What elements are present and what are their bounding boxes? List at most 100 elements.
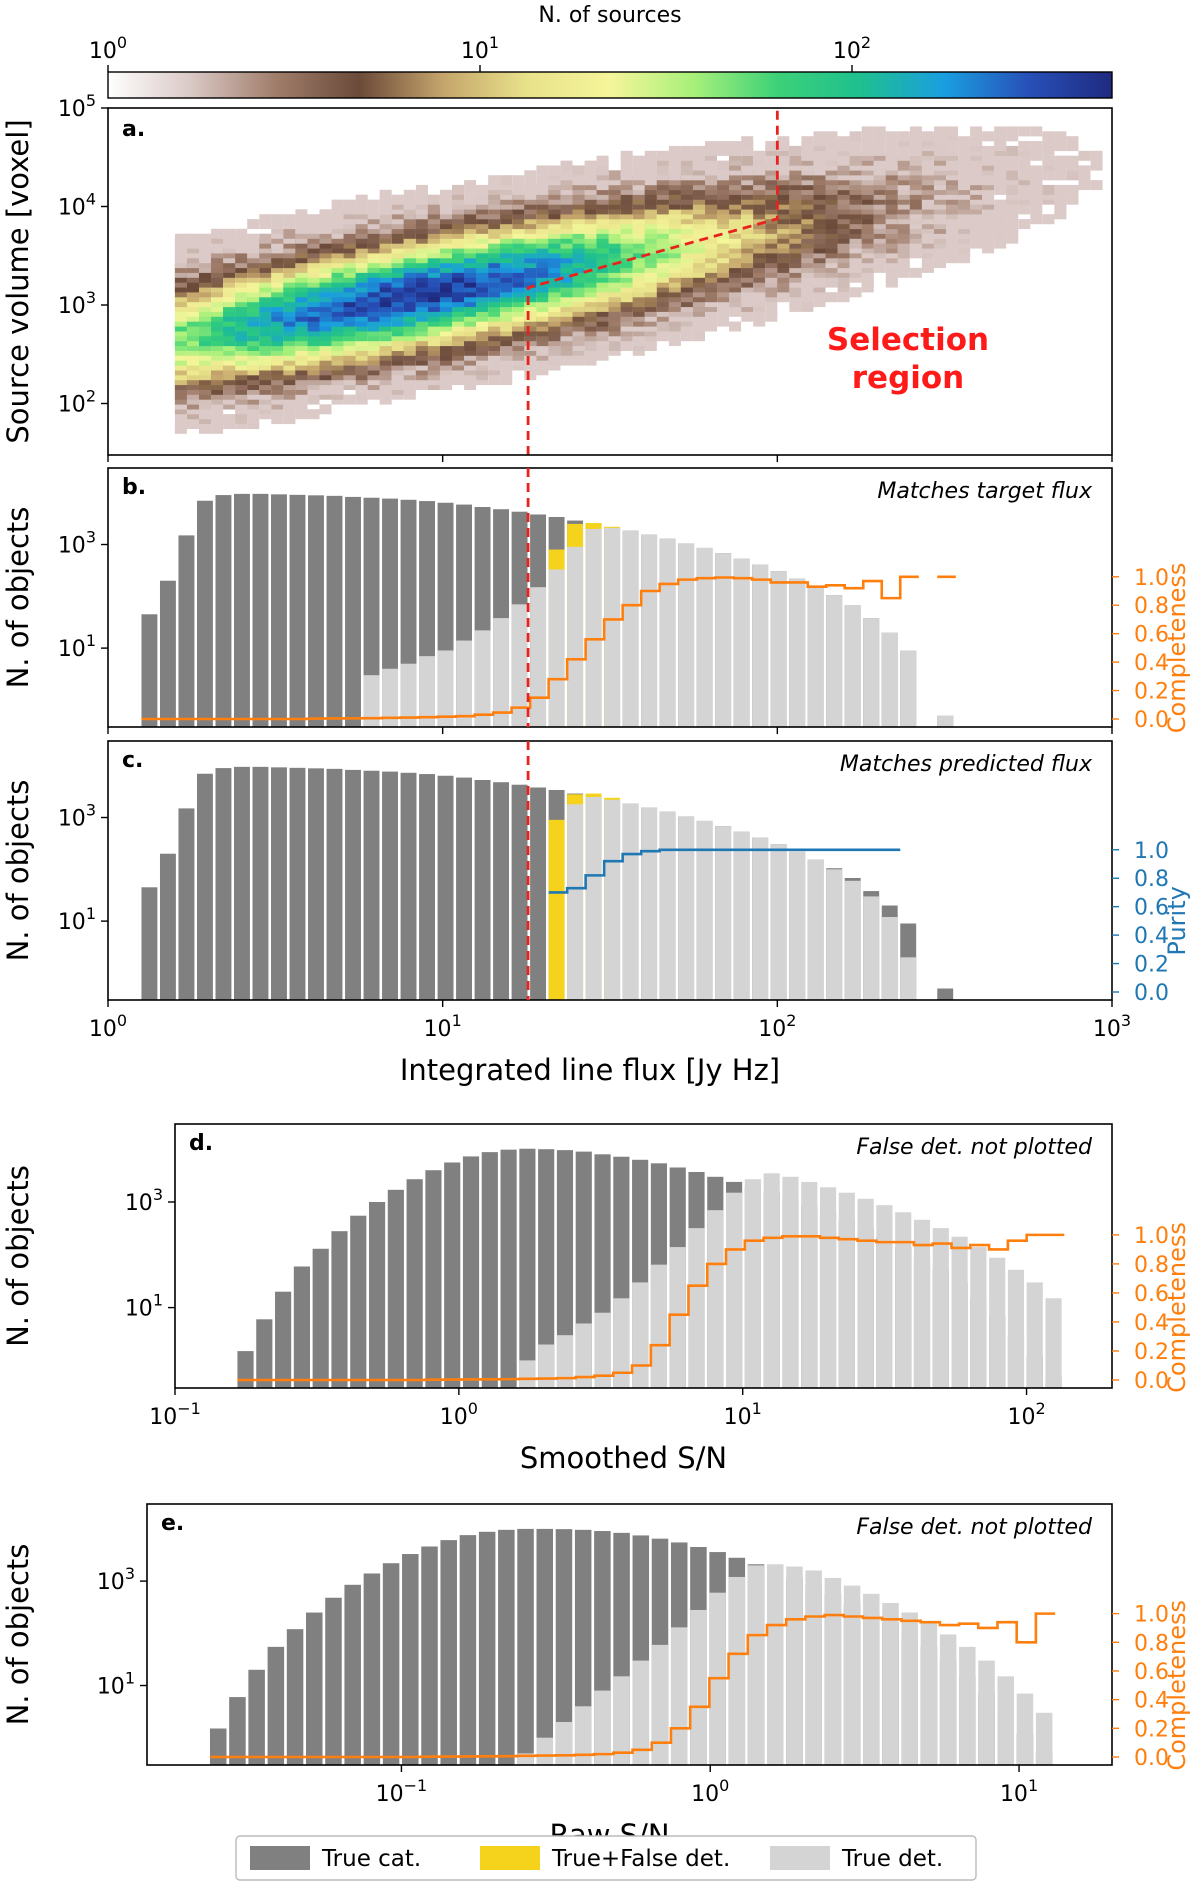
y-tick-label: 101	[58, 631, 96, 662]
bar-true-det	[807, 859, 824, 1000]
heatmap-cell	[1018, 189, 1031, 200]
heatmap-cell	[982, 145, 995, 156]
heatmap-cell	[825, 277, 838, 288]
bar-true-det	[881, 632, 898, 727]
heatmap-cell	[729, 141, 742, 152]
panel-label: a.	[122, 117, 145, 142]
bar-true-cat	[159, 853, 176, 1000]
heatmap-cell	[307, 214, 320, 225]
bar-true-det	[826, 595, 843, 727]
heatmap-cell	[343, 199, 356, 210]
heatmap-cell	[1030, 126, 1043, 137]
bar-true-det	[733, 831, 750, 1000]
bar-true-det	[574, 1706, 592, 1765]
heatmap-cell	[1054, 184, 1067, 195]
bar-true-cat	[326, 768, 343, 1000]
bar-true-det	[613, 1298, 630, 1388]
heatmap-cell	[777, 155, 790, 166]
heatmap-cell	[873, 126, 886, 137]
bar-true-cat	[493, 782, 510, 1000]
heatmap-cell	[295, 209, 308, 220]
heatmap-cell	[319, 404, 332, 415]
heatmap-cell	[1018, 219, 1031, 230]
bar-true-cat	[382, 1563, 400, 1765]
bar-true-det	[400, 663, 417, 727]
right-tick-label: 1.0	[1134, 1224, 1169, 1249]
heatmap-cell	[211, 228, 224, 239]
bar-true-det	[555, 1721, 573, 1765]
bar-true-det	[807, 586, 824, 727]
bar-true-det	[824, 1577, 842, 1765]
heatmap-cell	[379, 204, 392, 215]
bar-true-det	[511, 604, 528, 727]
heatmap-cell	[994, 126, 1007, 137]
bar-true-det	[363, 675, 380, 727]
completeness-curve	[209, 1612, 1056, 1759]
heatmap-cell	[1078, 165, 1091, 176]
bar-true-det	[622, 530, 639, 727]
heatmap-cell	[307, 409, 320, 420]
colorbar: 100 101 102 N. of sources	[89, 3, 1113, 99]
heatmap-cell	[680, 165, 693, 176]
heatmap-cell	[1054, 170, 1067, 181]
bar-true-det	[585, 528, 602, 727]
heatmap-cell	[199, 233, 211, 244]
bar-true-cat	[440, 1540, 457, 1765]
bar-true-cat	[178, 808, 195, 1000]
heatmap-cell	[1066, 136, 1079, 147]
bar-true-cat	[308, 495, 324, 727]
heatmap-cell	[1054, 141, 1067, 152]
heatmap-cell	[801, 136, 814, 147]
bar-true-det	[932, 1228, 949, 1388]
completeness-curve	[141, 575, 956, 721]
heatmap-cell	[765, 141, 778, 152]
bar-true-det	[1016, 1693, 1034, 1765]
heatmap-cell	[765, 155, 778, 166]
heatmap-cell	[668, 336, 681, 347]
heatmap-cell	[584, 350, 597, 361]
bar-true-det	[1007, 1269, 1025, 1388]
bar-true-det	[863, 618, 880, 727]
heatmap-cell	[415, 184, 428, 195]
heatmap-cell	[235, 228, 248, 239]
x-tick-label: 10−1	[376, 1776, 428, 1807]
bars	[209, 1528, 1053, 1765]
heatmap-cell	[946, 141, 958, 152]
bar-true-det	[632, 1660, 650, 1765]
heatmap-cell	[1030, 165, 1043, 176]
bar-true-det	[670, 1627, 688, 1765]
heatmap-cell	[379, 214, 392, 225]
bars	[237, 1148, 1062, 1388]
right-tick-label: 1.0	[1134, 839, 1169, 864]
bar-true-det	[826, 869, 843, 1000]
heatmap-cell	[885, 150, 898, 161]
right-axis-label: Completeness	[1163, 1222, 1191, 1393]
bar-true-det	[801, 1181, 818, 1388]
heatmap-cell	[367, 199, 380, 210]
heatmap-cell	[777, 136, 790, 147]
heatmap-cell	[391, 194, 404, 205]
heatmap-cell	[440, 189, 452, 200]
heatmap-cell	[849, 131, 862, 142]
bar-true-det	[857, 1198, 874, 1388]
bar-true-cat	[252, 493, 269, 727]
heatmap-cell	[536, 165, 549, 176]
bar-true-det	[989, 1257, 1006, 1388]
bar-true-det	[978, 1660, 995, 1765]
heatmap-cell	[174, 233, 187, 244]
bar-true-det	[970, 1247, 987, 1388]
bar-true-cat	[267, 1646, 285, 1765]
heatmap-cell	[789, 155, 802, 166]
heatmap-cell	[476, 184, 489, 195]
heatmap-cell	[946, 126, 958, 137]
heatmap-cell	[560, 170, 573, 181]
y-tick-label: 101	[58, 904, 96, 935]
heatmap-cell	[584, 160, 597, 171]
bar-true-det	[805, 1570, 822, 1765]
bar-true-det	[715, 826, 732, 1000]
bar-true-cat	[444, 1162, 461, 1388]
bar-true-det	[632, 1282, 649, 1388]
heatmap-cell	[837, 292, 850, 303]
bar-true-cat	[500, 1149, 517, 1388]
